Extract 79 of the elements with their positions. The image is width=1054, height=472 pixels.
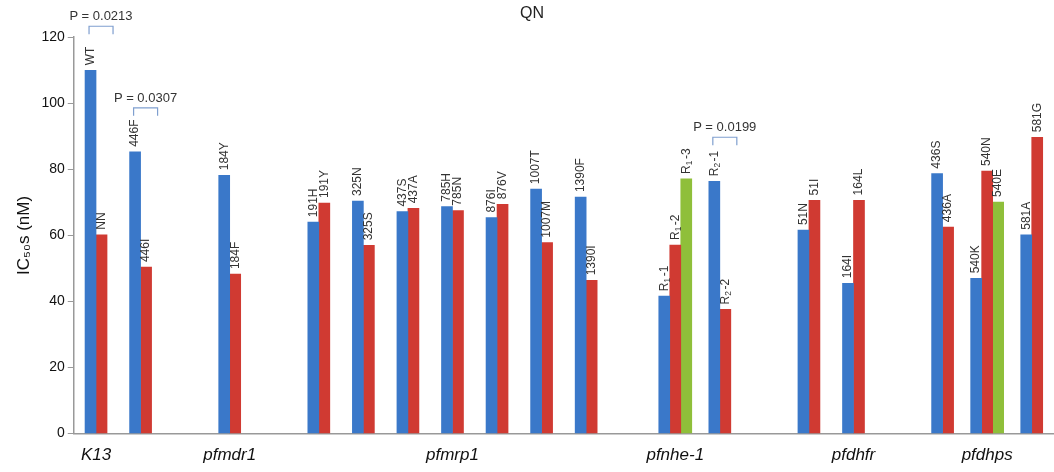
annotation: 446F xyxy=(127,119,142,147)
bar xyxy=(708,180,721,434)
annotation: P = 0.0199 xyxy=(693,119,757,135)
bar xyxy=(95,234,108,434)
y-tick-label: 60 xyxy=(49,226,65,243)
x-tick-label: pfdhfr xyxy=(830,444,877,464)
annotation: P = 0.0307 xyxy=(114,89,178,105)
bar xyxy=(318,202,331,434)
annotation: 581A xyxy=(1018,201,1033,230)
bar xyxy=(307,221,320,434)
annotation: 1390I xyxy=(583,245,598,276)
annotation: 540K xyxy=(968,245,983,274)
annotation: 436A xyxy=(940,194,955,223)
y-tick-label: 120 xyxy=(41,28,65,45)
annotation: 785N xyxy=(450,176,465,206)
chart-title: QN xyxy=(520,4,544,22)
bar xyxy=(129,151,141,434)
x-tick-label: pfmrp1 xyxy=(425,444,479,464)
annotation: 51I xyxy=(806,178,821,196)
annotation: R1-3 xyxy=(678,148,695,174)
bar xyxy=(363,244,375,434)
annotation: 540E xyxy=(990,169,1005,198)
annotation: 581G xyxy=(1029,102,1044,133)
text: P = 0.0213 xyxy=(69,8,133,24)
bar xyxy=(441,206,453,434)
bar xyxy=(992,201,1004,434)
y-tick-label: 0 xyxy=(56,424,65,441)
annotation: 1007M xyxy=(539,200,554,238)
bar xyxy=(485,217,498,434)
annotation: 446I xyxy=(138,238,153,263)
bar xyxy=(496,204,509,434)
annotation: 325N xyxy=(350,167,365,197)
bar xyxy=(396,211,409,434)
annotation: R1-2 xyxy=(667,214,684,240)
x-tick-label: pfmdr1 xyxy=(202,444,257,464)
y-tick-label: 80 xyxy=(49,160,65,177)
bar xyxy=(452,210,464,434)
bar xyxy=(719,309,732,434)
annotation: R2-2 xyxy=(717,278,734,305)
bar xyxy=(680,178,693,434)
annotation: NN xyxy=(93,212,108,230)
annotation: 540N xyxy=(979,137,994,166)
bar xyxy=(218,174,231,434)
bar xyxy=(530,188,542,434)
x-tick-label: K13 xyxy=(80,444,112,464)
bar xyxy=(942,226,954,434)
annotation: R1-1 xyxy=(656,265,673,292)
annotation: 1007T xyxy=(528,149,543,185)
bar xyxy=(407,207,420,434)
annotation: 436S xyxy=(929,140,944,169)
annotation: R2-1 xyxy=(706,150,723,177)
y-tick-label: 40 xyxy=(49,292,65,309)
bar xyxy=(84,69,97,434)
y-tick-label: 100 xyxy=(41,94,65,111)
annotation: 184Y xyxy=(216,142,231,171)
bar xyxy=(352,200,364,434)
annotation: 325S xyxy=(361,212,376,241)
bar xyxy=(229,273,242,434)
bar xyxy=(931,173,943,434)
y-axis-title: IC₅₀s (nM) xyxy=(13,195,33,275)
annotation: 184F xyxy=(227,241,242,270)
annotation: 164I xyxy=(840,254,855,279)
bar xyxy=(808,200,821,434)
x-tick-label: pfdhps xyxy=(960,444,1014,464)
x-tick-label: pfnhe-1 xyxy=(645,444,705,464)
bar xyxy=(585,280,598,434)
bar xyxy=(797,229,810,434)
bar xyxy=(842,282,854,434)
annotation: 1390F xyxy=(572,158,587,193)
bar xyxy=(1020,234,1033,434)
annotation: 164L xyxy=(851,168,866,196)
bar xyxy=(140,266,152,434)
bar xyxy=(574,196,587,434)
bar xyxy=(1031,136,1044,434)
y-tick-label: 20 xyxy=(49,358,65,375)
annotation: WT xyxy=(82,45,97,66)
bar xyxy=(853,200,865,434)
bar xyxy=(541,242,553,434)
annotation: 51N xyxy=(795,203,810,226)
